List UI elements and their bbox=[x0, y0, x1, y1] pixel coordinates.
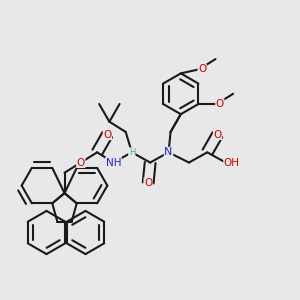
Text: O: O bbox=[144, 178, 152, 188]
Text: N: N bbox=[164, 147, 173, 157]
Text: OH: OH bbox=[224, 158, 240, 167]
Text: O: O bbox=[213, 130, 222, 140]
Text: O: O bbox=[216, 99, 224, 109]
Text: H: H bbox=[129, 148, 135, 157]
Text: NH: NH bbox=[106, 158, 121, 167]
Text: O: O bbox=[103, 130, 112, 140]
Text: O: O bbox=[198, 64, 206, 74]
Text: O: O bbox=[77, 158, 85, 167]
